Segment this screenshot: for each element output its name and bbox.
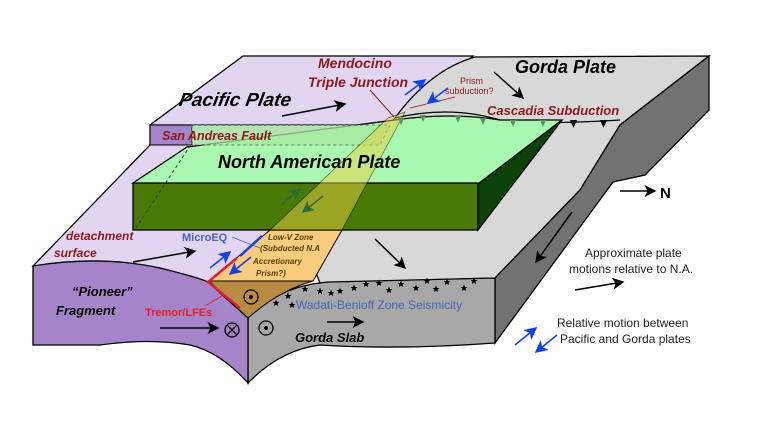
detachment-label-1: detachment	[66, 229, 134, 243]
legend-plate-motion-1: Approximate plate	[585, 246, 682, 260]
legend-plate-motion-2: motions relative to N.A.	[569, 262, 693, 276]
gorda-side-arrow	[535, 211, 573, 264]
out-of-page-symbol-slab	[258, 320, 274, 336]
gorda-motion-arrow	[493, 71, 525, 100]
subduction-teeth-dark	[570, 120, 607, 128]
legend-relative-1: Relative motion between	[557, 316, 688, 330]
gorda-surface-arrow	[374, 238, 407, 270]
detachment-label-2: surface	[54, 246, 97, 260]
microeq-label: MicroEQ	[182, 232, 228, 244]
low-v-label-4: Prism?)	[256, 269, 286, 278]
pioneer-label-2: Fragment	[56, 303, 116, 318]
tremor-label: Tremor/LFEs	[145, 307, 212, 319]
mj-blue-arrow-sw	[426, 87, 449, 104]
north-american-plate-side	[477, 119, 563, 232]
prism-label-2: subduction?	[445, 86, 494, 96]
wadati-label: Wadati-Benioff Zone Seismicity	[296, 298, 462, 312]
san-andreas-label: San Andreas Fault	[162, 129, 272, 143]
gorda-slab-label: Gorda Slab	[295, 330, 364, 345]
pioneer-fragment	[32, 260, 249, 385]
subduction-teeth	[398, 115, 546, 127]
legend-blue-arrow-sw	[534, 334, 558, 354]
mendocino-label-1: Mendocino	[318, 55, 392, 71]
low-v-label-2: (Subducted N.A	[260, 244, 320, 253]
san-andreas-overlay	[191, 124, 391, 146]
legend-blue-arrow-ne	[514, 326, 538, 346]
detachment-motion-arrow	[132, 246, 197, 263]
legend-black-arrow	[574, 277, 625, 291]
mendocino-label-2: Triple Junction	[308, 74, 408, 90]
pacific-plate-label: Pacific Plate	[177, 90, 293, 111]
mj-blue-arrow-ne	[404, 79, 427, 96]
microeq-line	[239, 235, 263, 257]
tremor-leader	[204, 295, 223, 307]
legend-relative-2: Pacific and Gorda plates	[560, 332, 691, 346]
low-v-label-1: Low-V Zone	[268, 233, 314, 242]
north-label: N	[660, 185, 671, 202]
microeq-leader	[231, 236, 261, 249]
mendocino-leader	[369, 89, 395, 118]
gorda-plate-label: Gorda Plate	[515, 57, 616, 77]
triple-junction-fault-plane	[268, 111, 406, 231]
microeq-blue-arrow-sw	[228, 256, 252, 276]
low-v-zone-lower	[207, 280, 314, 319]
north-american-plate-label: North American Plate	[218, 152, 400, 172]
pioneer-label-1: “Pioneer”	[72, 284, 133, 299]
gorda-slab-front	[247, 277, 496, 385]
na-green-arrow-sw	[301, 195, 324, 213]
na-green-arrow-ne	[280, 188, 302, 206]
prism-label-1: Prism	[460, 76, 483, 86]
cascadia-label: Cascadia Subduction	[487, 103, 619, 118]
low-v-label-3: Accretionary	[252, 257, 302, 266]
pacific-motion-arrow	[281, 100, 347, 117]
into-page-symbol	[224, 322, 240, 338]
tremor-line	[206, 257, 241, 309]
hidden-edge	[135, 145, 191, 229]
microeq-blue-arrow-ne	[209, 251, 232, 269]
out-of-page-symbol	[243, 289, 259, 305]
